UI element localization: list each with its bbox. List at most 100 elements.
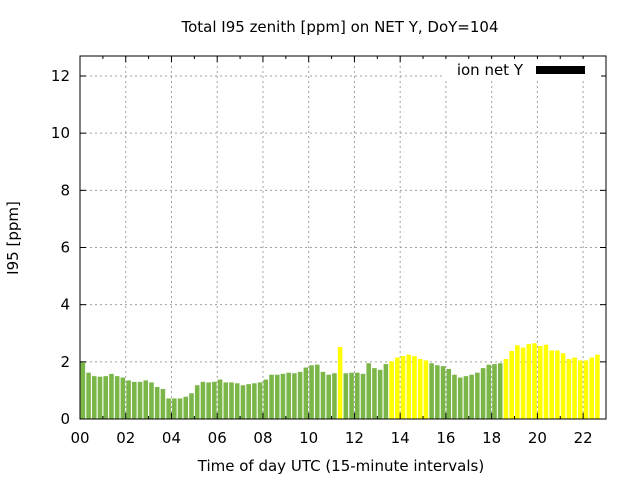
bar	[355, 372, 360, 419]
bar	[114, 376, 120, 419]
y-tick-label: 10	[51, 124, 70, 142]
bar	[532, 343, 537, 419]
bar	[154, 386, 160, 419]
x-tick-label: 08	[253, 429, 272, 447]
x-axis-label: Time of day UTC (15-minute intervals)	[197, 457, 484, 475]
bar	[97, 376, 103, 419]
bar	[463, 376, 469, 419]
bar	[212, 381, 217, 419]
bar	[126, 380, 131, 419]
bar	[103, 376, 109, 419]
legend: ion net Y	[445, 59, 601, 79]
bar	[280, 373, 286, 419]
y-tick-label: 12	[51, 67, 70, 85]
bar	[189, 393, 194, 419]
x-tick-label: 04	[162, 429, 181, 447]
bar	[492, 364, 497, 419]
bar	[469, 374, 474, 419]
bar	[252, 383, 257, 419]
x-tick-label: 10	[299, 429, 318, 447]
bar	[589, 357, 594, 419]
bar	[360, 373, 366, 419]
bar	[480, 368, 486, 419]
bar	[223, 382, 229, 419]
bar	[257, 382, 263, 419]
bar	[309, 365, 314, 419]
bar	[217, 379, 223, 419]
bar	[80, 362, 86, 419]
bar	[526, 344, 532, 419]
bar	[246, 384, 251, 419]
bar	[509, 350, 514, 419]
grid	[80, 56, 606, 419]
bar	[475, 372, 480, 419]
bar	[406, 354, 412, 419]
bar	[320, 371, 326, 419]
bar	[274, 374, 280, 419]
x-tick-label: 20	[528, 429, 547, 447]
bar	[537, 346, 543, 419]
bar	[377, 369, 383, 419]
x-tick-label: 02	[116, 429, 135, 447]
bar	[303, 367, 309, 419]
bar	[132, 381, 137, 419]
bar	[595, 354, 600, 419]
bar	[577, 360, 583, 419]
bar	[332, 373, 337, 419]
bar	[435, 365, 440, 419]
y-tick-label: 6	[60, 239, 70, 257]
bar	[286, 372, 291, 419]
bar	[400, 356, 406, 419]
bar	[372, 368, 377, 419]
bar	[109, 373, 114, 419]
bar	[200, 381, 206, 419]
legend-label: ion net Y	[457, 61, 524, 79]
bar	[206, 382, 211, 419]
bar	[172, 398, 177, 419]
bar	[292, 373, 297, 419]
x-tick-label: 06	[208, 429, 227, 447]
bar	[349, 372, 354, 419]
bar	[452, 374, 457, 419]
bar	[560, 353, 566, 419]
y-axis-label: I95 [ppm]	[4, 201, 22, 275]
bar	[92, 376, 97, 419]
bar	[389, 361, 394, 419]
bar	[446, 368, 452, 419]
x-tick-label: 14	[391, 429, 410, 447]
bar	[183, 396, 189, 419]
bar	[566, 358, 572, 419]
x-tick-label: 22	[574, 429, 593, 447]
y-tick-label: 0	[60, 410, 70, 428]
plot-frame	[79, 55, 607, 420]
bar	[143, 380, 149, 419]
bar	[263, 379, 269, 419]
bar	[240, 385, 246, 419]
bar	[549, 350, 554, 419]
bar	[572, 357, 577, 419]
bar	[440, 366, 446, 419]
bar	[269, 374, 274, 419]
y-tick-label: 2	[60, 353, 70, 371]
bar	[177, 398, 183, 419]
bar	[555, 350, 560, 419]
bar	[366, 363, 372, 419]
bar	[515, 345, 520, 419]
bar	[314, 364, 320, 419]
bar	[343, 373, 349, 419]
bar	[166, 398, 171, 419]
y-tick-label: 4	[60, 296, 70, 314]
bar	[543, 344, 549, 419]
x-tick-label: 16	[436, 429, 455, 447]
bar	[229, 382, 234, 419]
bar	[297, 371, 303, 419]
bar	[337, 346, 343, 419]
bar	[583, 360, 589, 419]
bar	[417, 358, 423, 419]
legend-swatch	[536, 66, 585, 74]
bar	[520, 347, 526, 419]
bar	[149, 382, 154, 419]
y-tick-label: 8	[60, 181, 70, 199]
